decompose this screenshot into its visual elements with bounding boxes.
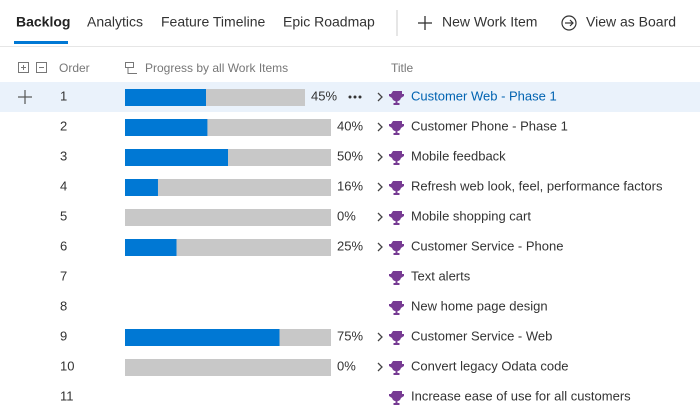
order: 3	[60, 148, 67, 163]
trophy-icon	[389, 151, 404, 165]
work-item-title[interactable]: New home page design	[411, 298, 548, 313]
tab-underline	[14, 41, 68, 44]
work-item-title[interactable]: Refresh web look, feel, performance fact…	[411, 178, 663, 193]
trophy-icon	[389, 181, 404, 195]
order: 6	[60, 238, 67, 253]
work-item-title[interactable]: Customer Service - Phone	[411, 238, 563, 253]
progress-label: 75%	[337, 328, 363, 343]
trophy-icon	[389, 331, 404, 345]
action-button[interactable]: New Work Item	[442, 14, 537, 30]
more-menu	[358, 95, 362, 99]
progress-track	[125, 359, 331, 376]
progress-label: 0%	[337, 208, 356, 223]
work-item-title[interactable]: Customer Phone - Phase 1	[411, 118, 568, 133]
column-header: Progress by all Work Items	[145, 61, 288, 75]
trophy-icon	[389, 301, 404, 315]
trophy-icon	[389, 361, 404, 375]
progress-bar	[125, 239, 177, 256]
tab[interactable]: Feature Timeline	[161, 14, 265, 30]
progress-bar	[125, 119, 208, 136]
progress-bar	[125, 329, 280, 346]
trophy-icon	[389, 121, 404, 135]
trophy-icon	[389, 391, 404, 405]
progress-label: 25%	[337, 238, 363, 253]
order: 8	[60, 298, 67, 313]
order: 1	[60, 88, 67, 103]
order: 2	[60, 118, 67, 133]
expand-chevron[interactable]	[377, 242, 383, 252]
trophy-icon	[389, 211, 404, 225]
column-header: Title	[391, 61, 414, 75]
work-item-title[interactable]: Mobile feedback	[411, 148, 506, 163]
progress-bar	[125, 89, 206, 106]
work-item-title[interactable]: Convert legacy Odata code	[411, 358, 569, 373]
tab[interactable]: Epic Roadmap	[283, 14, 375, 30]
expand-chevron[interactable]	[377, 92, 383, 102]
board-icon	[561, 15, 577, 31]
work-item-title[interactable]: Increase ease of use for all customers	[411, 388, 631, 403]
expand-chevron[interactable]	[377, 182, 383, 192]
expand-chevron[interactable]	[377, 332, 383, 342]
progress-label: 45%	[311, 88, 337, 103]
tab[interactable]: Analytics	[87, 14, 143, 30]
expand-chevron[interactable]	[377, 152, 383, 162]
progress-label: 16%	[337, 178, 363, 193]
trophy-icon	[389, 241, 404, 255]
trophy-icon	[389, 91, 404, 105]
trophy-icon	[389, 271, 404, 285]
expand-chevron[interactable]	[377, 122, 383, 132]
work-item-title[interactable]: Customer Service - Web	[411, 328, 552, 343]
work-item-title[interactable]: Customer Web - Phase 1	[411, 88, 557, 103]
hierarchy-icon	[125, 62, 137, 74]
expand-chevron[interactable]	[377, 212, 383, 222]
progress-bar	[125, 179, 158, 196]
order: 4	[60, 178, 67, 193]
progress-track	[125, 209, 331, 226]
order: 7	[60, 268, 67, 283]
order: 10	[60, 358, 74, 373]
order: 5	[60, 208, 67, 223]
column-header: Order	[59, 61, 90, 75]
expand-chevron[interactable]	[377, 362, 383, 372]
progress-bar	[125, 149, 228, 166]
expand-collapse[interactable]	[18, 62, 47, 73]
progress-label: 50%	[337, 148, 363, 163]
plus-icon	[418, 16, 432, 30]
more-menu	[353, 95, 357, 99]
progress-label: 0%	[337, 358, 356, 373]
action-button[interactable]: View as Board	[586, 14, 676, 30]
tab[interactable]: Backlog	[16, 14, 70, 30]
progress-track	[125, 179, 331, 196]
order: 9	[60, 328, 67, 343]
order: 11	[60, 388, 74, 403]
progress-label: 40%	[337, 118, 363, 133]
work-item-title[interactable]: Text alerts	[411, 268, 471, 283]
work-item-title[interactable]: Mobile shopping cart	[411, 208, 531, 223]
more-menu	[348, 95, 352, 99]
